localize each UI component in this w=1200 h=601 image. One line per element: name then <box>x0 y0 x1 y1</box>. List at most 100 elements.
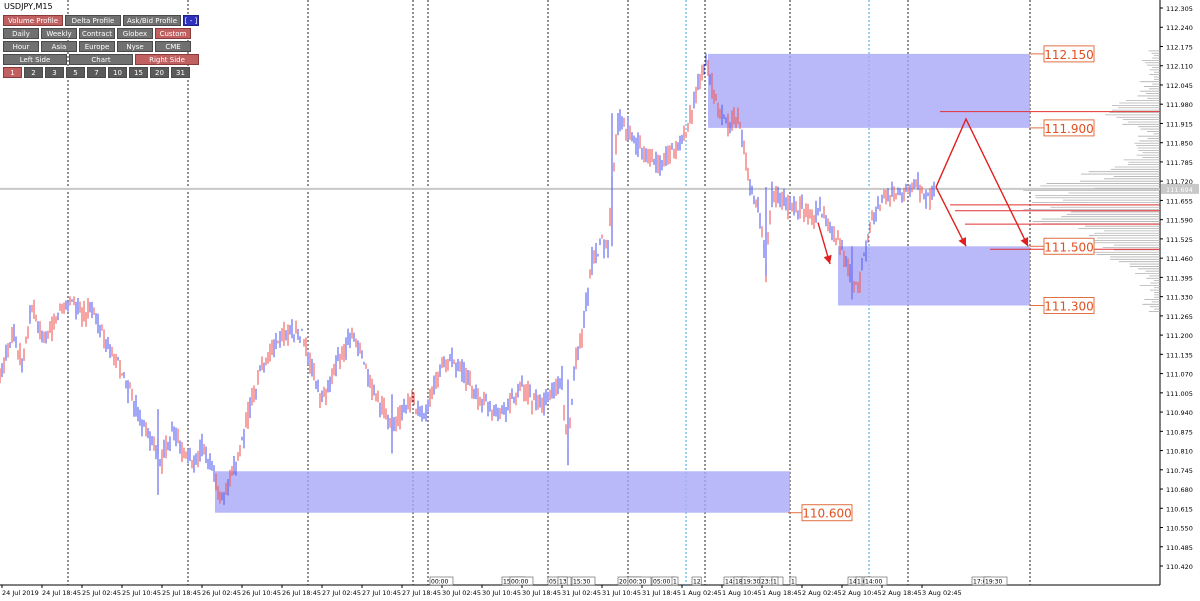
y-tick-label: 111.200 <box>1166 332 1193 340</box>
session-marker-box <box>627 576 652 586</box>
zone-price-label: 110.600 <box>802 507 852 521</box>
side-row: Left Side Chart Right Side <box>3 54 199 65</box>
x-tick-label: 30 Jul 18:45 <box>522 589 561 597</box>
time-axis: 24 Jul 2019 24 Jul 18:45 25 Jul 02:45 25 Ju… <box>1 585 962 597</box>
session-marker-label: 14:00 <box>865 579 882 586</box>
x-tick-label: 27 Jul 10:45 <box>362 589 401 597</box>
zone-label-box <box>1043 45 1095 63</box>
volume-profile-control-panel: Volume Profile Delta Profile Ask/Bid Profi… <box>3 15 199 80</box>
session-marker-label: 15:30 <box>573 579 590 586</box>
y-tick-label: 111.915 <box>1166 120 1193 128</box>
panel-button-volume-profile[interactable]: Volume Profile <box>3 15 63 26</box>
session-markers: 00:0015:3000:0005:001315:3020:3000:3005:… <box>429 576 1008 586</box>
session-marker-label: 17:0 <box>973 579 987 586</box>
session-marker-label: 00:00 <box>431 579 448 586</box>
zone-label-box <box>801 504 853 522</box>
zone-price-label: 112.150 <box>1044 48 1094 62</box>
y-tick-label: 110.420 <box>1166 563 1193 571</box>
session-marker-box <box>691 576 702 586</box>
panel-button-contract[interactable]: Contract <box>79 28 115 39</box>
panel-button-daily[interactable]: Daily <box>3 28 39 39</box>
current-price-badge <box>1161 183 1199 194</box>
session-marker-box <box>855 576 863 586</box>
session-marker-box <box>863 576 888 586</box>
x-tick-label: 1 Aug 02:45 <box>682 589 722 597</box>
y-tick-label: 110.680 <box>1166 486 1193 494</box>
panel-button-7[interactable]: 7 <box>87 67 106 78</box>
session-marker-label: 05:00 <box>653 579 670 586</box>
projection-arrow-2 <box>817 222 832 265</box>
session-marker-box <box>759 576 784 586</box>
y-tick-label: 111.785 <box>1166 159 1193 167</box>
panel-button-2[interactable]: 2 <box>24 67 43 78</box>
x-tick-label: 2 Aug 10:45 <box>842 589 882 597</box>
x-tick-label: 24 Jul 2019 <box>2 589 39 597</box>
panel-button-5[interactable]: 5 <box>66 67 85 78</box>
session-marker-box <box>557 576 568 586</box>
y-tick-label: 112.110 <box>1166 63 1193 71</box>
y-tick-label: 112.240 <box>1166 24 1193 32</box>
panel-button-left-side[interactable]: Left Side <box>3 54 67 65</box>
session-marker-box <box>983 576 1008 586</box>
panel-button-20[interactable]: 20 <box>150 67 169 78</box>
x-tick-label: 26 Jul 10:45 <box>242 589 281 597</box>
y-tick-label: 112.175 <box>1166 43 1193 51</box>
panel-button-delta-profile[interactable]: Delta Profile <box>65 15 121 26</box>
panel-button-europe[interactable]: Europe <box>79 41 115 52</box>
zone-price-label: 111.900 <box>1044 122 1094 136</box>
y-tick-label: 111.070 <box>1166 371 1193 379</box>
session-marker-label: 12 <box>693 579 701 586</box>
panel-button-nyse[interactable]: Nyse <box>117 41 153 52</box>
session-marker-label: 00:00 <box>511 579 528 586</box>
y-tick-label: 111.525 <box>1166 236 1193 244</box>
session-row: Hour Asia Europe Nyse CME <box>3 41 199 52</box>
session-marker-box <box>429 576 454 586</box>
x-tick-label: 26 Jul 18:45 <box>282 589 321 597</box>
current-price-label: 111.694 <box>1166 186 1193 194</box>
session-marker-box <box>789 576 797 586</box>
y-tick-label: 111.395 <box>1166 274 1193 282</box>
projection-arrows <box>817 117 1029 265</box>
panel-button-weekly[interactable]: Weekly <box>41 28 77 39</box>
panel-button-31[interactable]: 31 <box>171 67 190 78</box>
supply-demand-zones <box>215 53 1030 513</box>
panel-button-1[interactable]: 1 <box>3 67 22 78</box>
panel-button-15[interactable]: 15 <box>129 67 148 78</box>
panel-button-custom[interactable]: Custom <box>155 28 191 39</box>
session-marker-label: 1 <box>857 579 861 586</box>
panel-button-ask-bid-profile[interactable]: Ask/Bid Profile <box>123 15 181 26</box>
panel-button-cme[interactable]: CME <box>155 41 191 52</box>
panel-button-10[interactable]: 10 <box>108 67 127 78</box>
symbol-label: USDJPY,M15 <box>4 2 53 11</box>
y-tick-label: 110.875 <box>1166 428 1193 436</box>
panel-button-asia[interactable]: Asia <box>41 41 77 52</box>
session-marker-box <box>571 576 596 586</box>
zone-price-label: 111.300 <box>1044 300 1094 314</box>
session-marker-label: 00:30 <box>629 579 646 586</box>
y-tick-label: 111.135 <box>1166 351 1193 359</box>
zone-label-box <box>1043 237 1095 255</box>
panel-button-globex[interactable]: Globex <box>117 28 153 39</box>
x-tick-label: 30 Jul 10:45 <box>482 589 521 597</box>
x-tick-label: 27 Jul 18:45 <box>402 589 441 597</box>
panel-button-chart[interactable]: Chart <box>69 54 133 65</box>
y-tick-label: 110.485 <box>1166 544 1193 552</box>
x-tick-label: 25 Jul 10:45 <box>122 589 161 597</box>
x-tick-label: 25 Jul 02:45 <box>82 589 121 597</box>
session-marker-label: 18 <box>735 579 743 586</box>
x-tick-label: 25 Jul 18:45 <box>162 589 201 597</box>
x-tick-label: 1 Aug 10:45 <box>722 589 762 597</box>
panel-button-hour[interactable]: Hour <box>3 41 39 52</box>
y-tick-label: 112.305 <box>1166 5 1193 13</box>
panel-button-[interactable]: [ - ] <box>183 15 199 26</box>
x-tick-label: 3 Aug 02:45 <box>922 589 962 597</box>
y-tick-label: 110.615 <box>1166 505 1193 513</box>
panel-button-3[interactable]: 3 <box>45 67 64 78</box>
panel-button-right-side[interactable]: Right Side <box>135 54 199 65</box>
session-marker-label: 1 <box>791 579 795 586</box>
x-tick-label: 2 Aug 02:45 <box>802 589 842 597</box>
session-marker-box <box>771 576 779 586</box>
y-tick-label: 111.330 <box>1166 294 1193 302</box>
y-tick-label: 111.005 <box>1166 390 1193 398</box>
